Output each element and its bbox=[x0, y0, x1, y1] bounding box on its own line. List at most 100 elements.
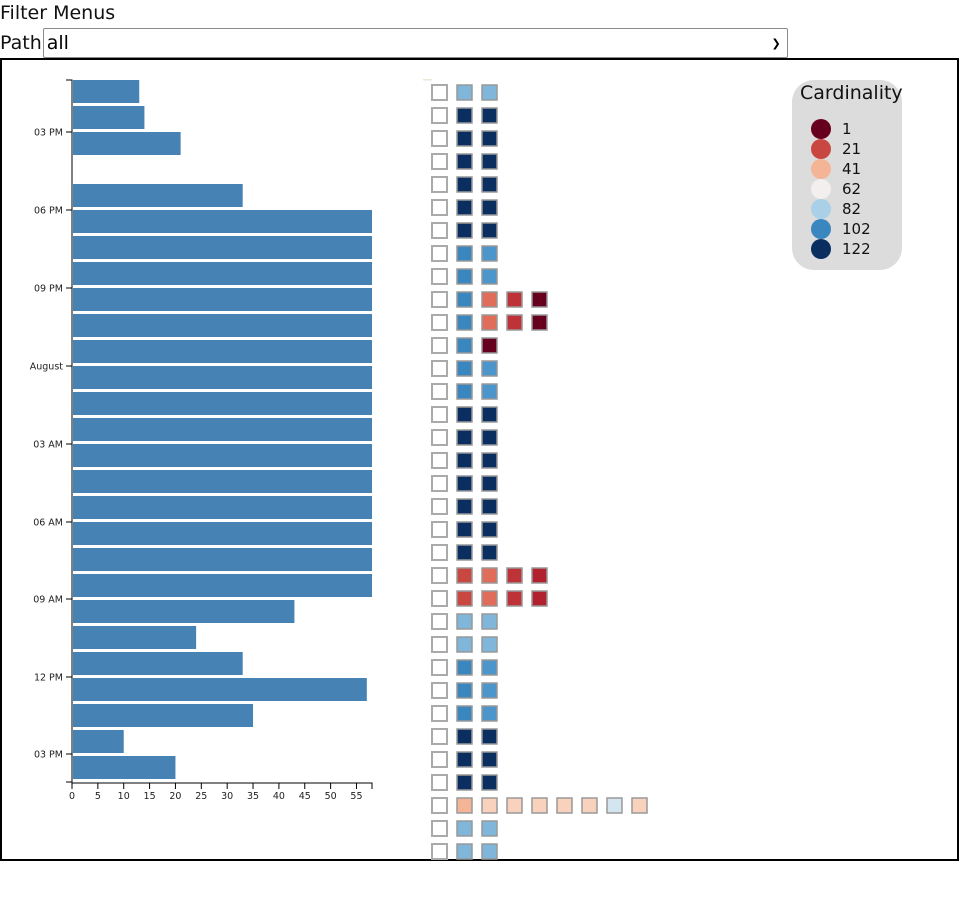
row-checkbox[interactable] bbox=[431, 636, 448, 653]
bar[interactable] bbox=[73, 340, 372, 363]
row-checkbox[interactable] bbox=[431, 314, 448, 331]
matrix-cell[interactable] bbox=[481, 751, 498, 768]
matrix-cell[interactable] bbox=[456, 544, 473, 561]
bar[interactable] bbox=[73, 366, 372, 389]
row-checkbox[interactable] bbox=[431, 567, 448, 584]
matrix-cell[interactable] bbox=[481, 314, 498, 331]
matrix-cell[interactable] bbox=[456, 360, 473, 377]
matrix-cell[interactable] bbox=[481, 245, 498, 262]
row-checkbox[interactable] bbox=[431, 521, 448, 538]
bar[interactable] bbox=[73, 522, 372, 545]
matrix-cell[interactable] bbox=[481, 337, 498, 354]
row-checkbox[interactable] bbox=[431, 452, 448, 469]
matrix-cell[interactable] bbox=[456, 613, 473, 630]
matrix-cell[interactable] bbox=[481, 107, 498, 124]
matrix-cell[interactable] bbox=[456, 222, 473, 239]
row-checkbox[interactable] bbox=[431, 199, 448, 216]
matrix-cell[interactable] bbox=[456, 199, 473, 216]
matrix-cell[interactable] bbox=[481, 659, 498, 676]
bar[interactable] bbox=[73, 652, 243, 675]
row-checkbox[interactable] bbox=[431, 268, 448, 285]
row-checkbox[interactable] bbox=[431, 84, 448, 101]
matrix-cell[interactable] bbox=[456, 636, 473, 653]
matrix-cell[interactable] bbox=[481, 521, 498, 538]
bar[interactable] bbox=[73, 210, 372, 233]
row-checkbox[interactable] bbox=[431, 682, 448, 699]
matrix-cell[interactable] bbox=[481, 176, 498, 193]
matrix-cell[interactable] bbox=[456, 153, 473, 170]
matrix-cell[interactable] bbox=[531, 797, 548, 814]
bar[interactable] bbox=[73, 548, 372, 571]
matrix-cell[interactable] bbox=[481, 199, 498, 216]
matrix-cell[interactable] bbox=[456, 843, 473, 860]
matrix-cell[interactable] bbox=[456, 291, 473, 308]
matrix-cell[interactable] bbox=[481, 475, 498, 492]
bar[interactable] bbox=[73, 184, 243, 207]
row-checkbox[interactable] bbox=[431, 705, 448, 722]
matrix-cell[interactable] bbox=[456, 406, 473, 423]
row-checkbox[interactable] bbox=[431, 429, 448, 446]
bar[interactable] bbox=[73, 262, 372, 285]
matrix-cell[interactable] bbox=[481, 843, 498, 860]
matrix-cell[interactable] bbox=[456, 475, 473, 492]
matrix-cell[interactable] bbox=[481, 84, 498, 101]
bar[interactable] bbox=[73, 756, 176, 779]
matrix-cell[interactable] bbox=[481, 383, 498, 400]
bar[interactable] bbox=[73, 444, 372, 467]
matrix-cell[interactable] bbox=[456, 820, 473, 837]
row-checkbox[interactable] bbox=[431, 360, 448, 377]
matrix-cell[interactable] bbox=[456, 176, 473, 193]
matrix-cell[interactable] bbox=[456, 751, 473, 768]
row-checkbox[interactable] bbox=[431, 820, 448, 837]
matrix-cell[interactable] bbox=[506, 797, 523, 814]
matrix-cell[interactable] bbox=[481, 268, 498, 285]
matrix-cell[interactable] bbox=[556, 797, 573, 814]
row-checkbox[interactable] bbox=[431, 130, 448, 147]
matrix-cell[interactable] bbox=[456, 314, 473, 331]
matrix-cell[interactable] bbox=[456, 268, 473, 285]
row-checkbox[interactable] bbox=[431, 544, 448, 561]
row-checkbox[interactable] bbox=[431, 774, 448, 791]
row-checkbox[interactable] bbox=[431, 590, 448, 607]
matrix-cell[interactable] bbox=[481, 682, 498, 699]
matrix-cell[interactable] bbox=[581, 797, 598, 814]
row-checkbox[interactable] bbox=[431, 751, 448, 768]
bar[interactable] bbox=[73, 132, 181, 155]
matrix-cell[interactable] bbox=[456, 107, 473, 124]
bar[interactable] bbox=[73, 236, 372, 259]
matrix-cell[interactable] bbox=[481, 291, 498, 308]
matrix-cell[interactable] bbox=[456, 521, 473, 538]
matrix-cell[interactable] bbox=[531, 590, 548, 607]
bar[interactable] bbox=[73, 288, 372, 311]
row-checkbox[interactable] bbox=[431, 153, 448, 170]
matrix-cell[interactable] bbox=[481, 728, 498, 745]
bar[interactable] bbox=[73, 626, 197, 649]
matrix-cell[interactable] bbox=[531, 291, 548, 308]
row-checkbox[interactable] bbox=[431, 406, 448, 423]
matrix-cell[interactable] bbox=[481, 797, 498, 814]
row-checkbox[interactable] bbox=[431, 797, 448, 814]
matrix-cell[interactable] bbox=[606, 797, 623, 814]
bar[interactable] bbox=[73, 600, 295, 623]
bar[interactable] bbox=[73, 392, 372, 415]
matrix-cell[interactable] bbox=[456, 452, 473, 469]
matrix-cell[interactable] bbox=[456, 590, 473, 607]
row-checkbox[interactable] bbox=[431, 475, 448, 492]
row-checkbox[interactable] bbox=[431, 107, 448, 124]
matrix-cell[interactable] bbox=[506, 314, 523, 331]
row-checkbox[interactable] bbox=[431, 383, 448, 400]
bar[interactable] bbox=[73, 704, 254, 727]
matrix-cell[interactable] bbox=[506, 291, 523, 308]
matrix-cell[interactable] bbox=[481, 222, 498, 239]
row-checkbox[interactable] bbox=[431, 728, 448, 745]
matrix-cell[interactable] bbox=[456, 728, 473, 745]
matrix-cell[interactable] bbox=[456, 682, 473, 699]
matrix-cell[interactable] bbox=[481, 567, 498, 584]
matrix-cell[interactable] bbox=[481, 360, 498, 377]
matrix-cell[interactable] bbox=[456, 245, 473, 262]
bar[interactable] bbox=[73, 80, 140, 103]
bar[interactable] bbox=[73, 314, 372, 337]
matrix-cell[interactable] bbox=[456, 498, 473, 515]
row-checkbox[interactable] bbox=[431, 291, 448, 308]
matrix-cell[interactable] bbox=[531, 567, 548, 584]
